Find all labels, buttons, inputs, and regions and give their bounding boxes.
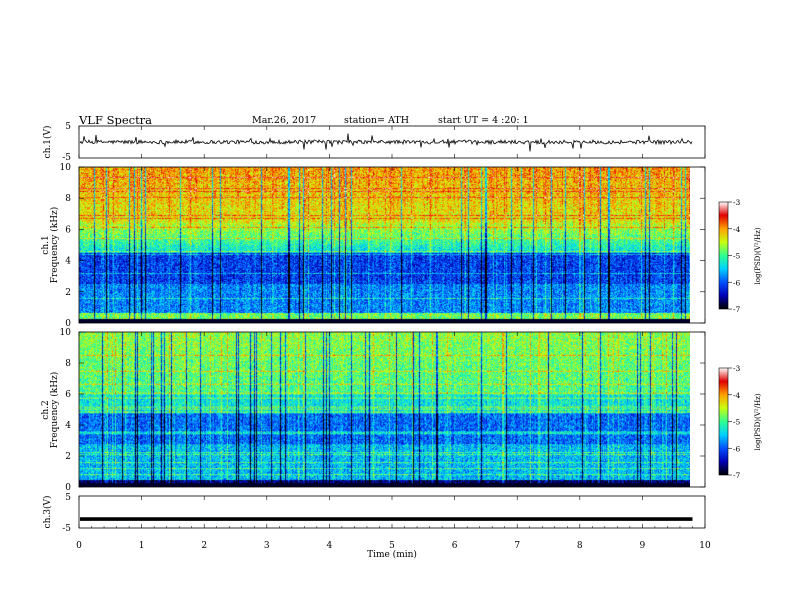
ch2-spectrogram-yticks: 0 2 4 6 8 10 — [60, 328, 705, 493]
frequency-tick-label: 8 — [65, 359, 71, 369]
frequency-tick-label: 10 — [60, 328, 72, 338]
ch1-colorbar-ticks: -3 -4 -5 -6 -7 — [728, 198, 741, 314]
time-tick-label: 1 — [139, 541, 145, 551]
frequency-tick-label: 6 — [65, 390, 71, 400]
time-tick-label: 8 — [577, 541, 583, 551]
start-time-label: start UT = 4 :20: 1 — [438, 115, 529, 126]
time-tick-label: 9 — [640, 541, 646, 551]
colorbar-tick-label: -3 — [733, 364, 741, 373]
colorbar-tick-label: -3 — [733, 198, 741, 207]
time-axis: 0 1 2 3 4 5 6 7 8 9 10 — [76, 126, 711, 551]
frequency-tick-label: 0 — [65, 483, 71, 493]
colorbar-tick-label: -7 — [733, 305, 741, 314]
ch2-colorbar: -3 -4 -5 -6 -7 log(PSD)(V²/Hz) — [718, 364, 762, 480]
ch2-colorbar-label: log(PSD)(V²/Hz) — [754, 393, 762, 450]
colorbar-tick-label: -5 — [733, 252, 741, 261]
frequency-tick-label: 8 — [65, 194, 71, 204]
ch3-waveform-frame — [78, 495, 706, 529]
ch1-wave-ylabel: ch.1(V) — [42, 126, 53, 159]
ch2-spectrogram-panel: 0 2 4 6 8 10 ch.2 Frequency (kHz) — [41, 328, 706, 493]
time-tick-label: 0 — [76, 541, 82, 551]
frequency-tick-label: 4 — [65, 257, 71, 267]
ch3-wave-ytick-top: 5 — [65, 493, 71, 503]
ch2-colorbar-ticks: -3 -4 -5 -6 -7 — [728, 364, 741, 480]
ch2-spectrogram-image — [79, 332, 690, 487]
frequency-tick-label: 0 — [65, 319, 71, 329]
frequency-tick-label: 2 — [65, 452, 71, 462]
ch2-colorbar-bar — [718, 367, 729, 476]
ch1-spectrogram-image — [79, 167, 690, 323]
ch1-spectrogram-ylabel-channel: ch.1 — [41, 235, 51, 254]
colorbar-tick-label: -7 — [733, 471, 741, 480]
ch3-waveform-panel: 5 -5 ch.3(V) — [42, 493, 706, 534]
frequency-tick-label: 2 — [65, 288, 71, 298]
colorbar-tick-label: -4 — [733, 391, 741, 400]
ch1-wave-ytick-bottom: -5 — [62, 153, 71, 163]
time-tick-label: 3 — [264, 541, 270, 551]
time-axis-label: Time (min) — [367, 549, 417, 560]
colorbar-tick-label: -4 — [733, 225, 741, 234]
ch2-spectrogram-ylabel-frequency: Frequency (kHz) — [49, 372, 60, 449]
figure-title: VLF Spectra — [78, 113, 152, 127]
colorbar-tick-label: -5 — [733, 418, 741, 427]
time-tick-label: 10 — [699, 541, 711, 551]
ch1-spectrogram-yticks: 0 2 4 6 8 10 — [60, 163, 705, 329]
ch1-waveform-panel: 5 -5 ch.1(V) — [42, 122, 706, 163]
ch1-wave-ytick-top: 5 — [65, 122, 71, 132]
colorbar-tick-label: -6 — [733, 444, 741, 453]
frequency-tick-label: 4 — [65, 421, 71, 431]
time-tick-label: 4 — [327, 541, 333, 551]
time-tick-label: 6 — [452, 541, 458, 551]
ch3-wave-ytick-bottom: -5 — [62, 524, 71, 534]
date-label: Mar.26, 2017 — [252, 115, 316, 126]
frequency-tick-label: 10 — [60, 163, 72, 173]
frequency-tick-label: 6 — [65, 225, 71, 235]
time-tick-label: 2 — [201, 541, 207, 551]
time-tick-label: 7 — [514, 541, 520, 551]
ch1-waveform-trace — [79, 133, 693, 152]
station-label: station= ATH — [344, 115, 409, 126]
ch3-wave-ylabel: ch.3(V) — [42, 496, 53, 529]
time-tick-label: 5 — [389, 541, 395, 551]
ch1-spectrogram-panel: 0 2 4 6 8 10 ch.1 Frequency (kHz) — [41, 163, 706, 329]
ch1-colorbar-bar — [718, 201, 729, 310]
colorbar-tick-label: -6 — [733, 278, 741, 287]
ch1-spectrogram-ylabel-frequency: Frequency (kHz) — [49, 207, 60, 284]
ch2-spectrogram-ylabel-channel: ch.2 — [41, 400, 51, 419]
ch1-colorbar-label: log(PSD)(V²/Hz) — [754, 227, 762, 284]
ch1-colorbar: -3 -4 -5 -6 -7 log(PSD)(V²/Hz) — [718, 198, 762, 314]
